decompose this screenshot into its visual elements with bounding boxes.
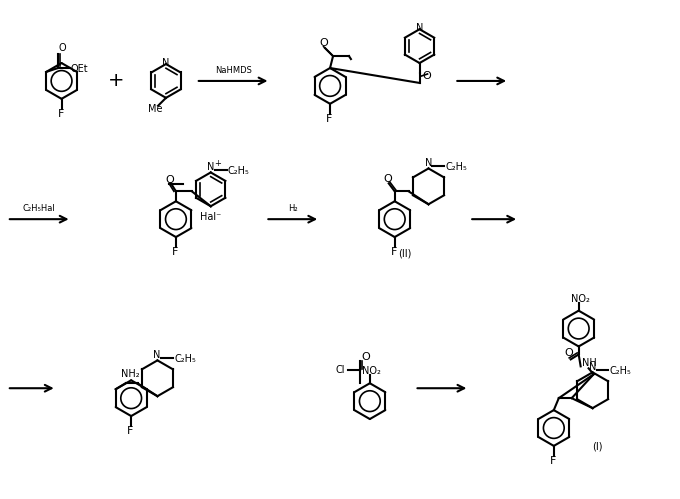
Text: (I): (I) <box>592 442 602 452</box>
Text: NO₂: NO₂ <box>362 366 381 376</box>
Text: O: O <box>59 43 67 53</box>
Text: F: F <box>391 247 397 257</box>
Text: Hal⁻: Hal⁻ <box>200 212 222 222</box>
Text: F: F <box>550 456 556 466</box>
Text: H₂: H₂ <box>288 204 298 213</box>
Text: NO₂: NO₂ <box>571 294 590 304</box>
Text: F: F <box>172 247 178 257</box>
Text: C₂H₅: C₂H₅ <box>445 163 467 173</box>
Text: F: F <box>326 114 333 124</box>
Text: C₂H₅Hal: C₂H₅Hal <box>23 204 56 213</box>
Text: O: O <box>319 38 328 48</box>
Text: (II): (II) <box>398 249 411 259</box>
Text: N: N <box>162 58 169 68</box>
Text: Me: Me <box>148 104 163 114</box>
Text: F: F <box>127 426 133 436</box>
Text: C₂H₅: C₂H₅ <box>609 366 631 376</box>
Text: N: N <box>424 159 432 169</box>
Text: O: O <box>165 175 173 185</box>
Text: C₂H₅: C₂H₅ <box>228 167 250 177</box>
Text: O: O <box>422 71 431 81</box>
Text: N: N <box>589 362 596 372</box>
Text: N: N <box>415 23 423 33</box>
Text: +: + <box>108 71 124 90</box>
Text: O: O <box>361 352 370 362</box>
Text: N: N <box>207 163 214 173</box>
Text: NH₂: NH₂ <box>120 369 139 379</box>
Text: OEt: OEt <box>71 64 88 74</box>
Text: Cl: Cl <box>335 365 345 375</box>
Text: O: O <box>565 348 573 358</box>
Text: F: F <box>58 109 64 119</box>
Text: NH: NH <box>581 358 596 368</box>
Text: O: O <box>384 174 392 184</box>
Text: N: N <box>154 350 161 360</box>
Text: C₂H₅: C₂H₅ <box>174 354 196 364</box>
Text: NaHMDS: NaHMDS <box>215 66 252 75</box>
Text: +: + <box>214 160 220 169</box>
